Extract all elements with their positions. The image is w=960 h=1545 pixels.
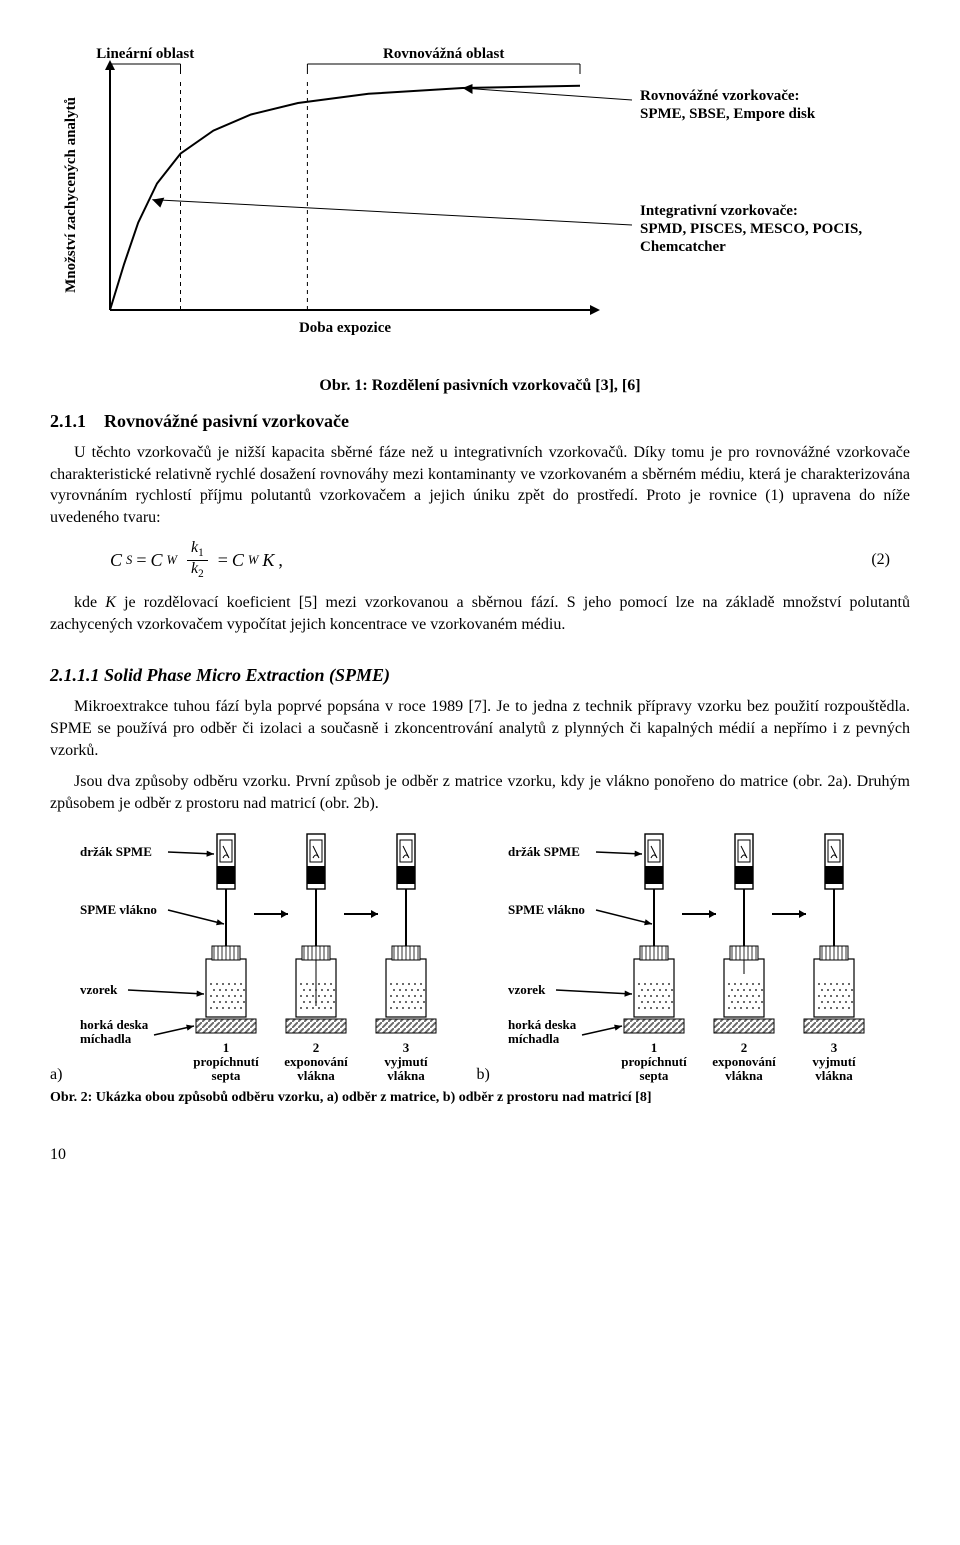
svg-text:SPME vlákno: SPME vlákno <box>80 902 157 917</box>
paragraph-4: Jsou dva způsoby odběru vzorku. První zp… <box>50 771 910 814</box>
svg-text:vzorek: vzorek <box>508 982 546 997</box>
svg-text:Chemcatcher: Chemcatcher <box>640 239 726 255</box>
svg-text:Lineární oblast: Lineární oblast <box>96 46 194 62</box>
section-2-1-1-heading: 2.1.1 Rovnovážné pasivní vzorkovače <box>50 411 910 432</box>
svg-text:držák SPME: držák SPME <box>508 844 580 859</box>
figure-2-caption: Obr. 2: Ukázka obou způsobů odběru vzork… <box>50 1090 910 1106</box>
figure-2b-letter: b) <box>476 1066 489 1084</box>
svg-text:Rovnovážná oblast: Rovnovážná oblast <box>383 46 504 62</box>
paragraph-1: U těchto vzorkovačů je nižší kapacita sb… <box>50 442 910 528</box>
svg-text:propíchnutí: propíchnutí <box>621 1054 687 1069</box>
fig1-svg: Lineární oblast Rovnovážná oblast Množství… <box>50 30 890 360</box>
svg-text:vyjmutí: vyjmutí <box>812 1054 856 1069</box>
svg-text:1: 1 <box>651 1040 658 1055</box>
svg-text:vyjmutí: vyjmutí <box>385 1054 429 1069</box>
figure-1: Lineární oblast Rovnovážná oblast Množství… <box>50 30 910 365</box>
svg-text:exponování: exponování <box>285 1054 349 1069</box>
svg-text:Doba expozice: Doba expozice <box>299 320 391 336</box>
svg-text:1: 1 <box>223 1040 230 1055</box>
svg-text:septa: septa <box>212 1068 241 1083</box>
equation-2-number: (2) <box>850 551 910 569</box>
svg-text:horká deska: horká deska <box>80 1017 149 1032</box>
svg-text:2: 2 <box>741 1040 748 1055</box>
svg-text:horká deska: horká deska <box>508 1017 577 1032</box>
svg-text:vlákna: vlákna <box>298 1068 336 1083</box>
svg-text:míchadla: míchadla <box>80 1031 132 1046</box>
svg-text:Rovnovážné vzorkovače:: Rovnovážné vzorkovače: <box>640 88 800 104</box>
equation-2: CS = CW k1 k2 = CW K , (2) <box>110 540 910 580</box>
svg-text:propíchnutí: propíchnutí <box>194 1054 260 1069</box>
svg-text:míchadla: míchadla <box>508 1031 560 1046</box>
svg-text:3: 3 <box>831 1040 838 1055</box>
figure-2a-letter: a) <box>50 1066 62 1084</box>
paragraph-2: kde K je rozdělovací koeficient [5] mezi… <box>50 592 910 635</box>
svg-text:vlákna: vlákna <box>725 1068 763 1083</box>
svg-text:Množství zachycených analytů: Množství zachycených analytů <box>63 97 79 293</box>
svg-text:SPME, SBSE, Empore disk: SPME, SBSE, Empore disk <box>640 106 816 122</box>
svg-text:SPME vlákno: SPME vlákno <box>508 902 585 917</box>
figure-2: a) držák SPME SPME vlákno vzorek horká desk… <box>50 824 910 1084</box>
svg-text:vlákna: vlákna <box>815 1068 853 1083</box>
equation-2-fraction: k1 k2 <box>187 540 208 580</box>
svg-text:vlákna: vlákna <box>388 1068 426 1083</box>
fig2b-svg: držák SPME SPME vlákno vzorek horká deskamí… <box>504 824 894 1084</box>
svg-text:vzorek: vzorek <box>80 982 118 997</box>
paragraph-3: Mikroextrakce tuhou fází byla poprvé pop… <box>50 696 910 761</box>
svg-text:2: 2 <box>313 1040 320 1055</box>
section-title: Rovnovážné pasivní vzorkovače <box>104 411 349 431</box>
svg-text:SPMD, PISCES, MESCO, POCIS,: SPMD, PISCES, MESCO, POCIS, <box>640 221 862 237</box>
equation-2-math: CS = CW k1 k2 = CW K , <box>110 540 850 580</box>
svg-text:Integrativní vzorkovače:: Integrativní vzorkovače: <box>640 203 798 219</box>
svg-text:3: 3 <box>403 1040 410 1055</box>
page-number: 10 <box>50 1146 910 1164</box>
fig2a-svg: držák SPME SPME vlákno vzorek horká deskamí… <box>76 824 466 1084</box>
figure-1-caption: Obr. 1: Rozdělení pasivních vzorkovačů [… <box>50 377 910 395</box>
svg-text:držák SPME: držák SPME <box>80 844 152 859</box>
section-number: 2.1.1 <box>50 411 86 431</box>
section-2-1-1-1-heading: 2.1.1.1 Solid Phase Micro Extraction (SP… <box>50 665 910 686</box>
svg-text:exponování: exponování <box>712 1054 776 1069</box>
svg-text:septa: septa <box>639 1068 668 1083</box>
